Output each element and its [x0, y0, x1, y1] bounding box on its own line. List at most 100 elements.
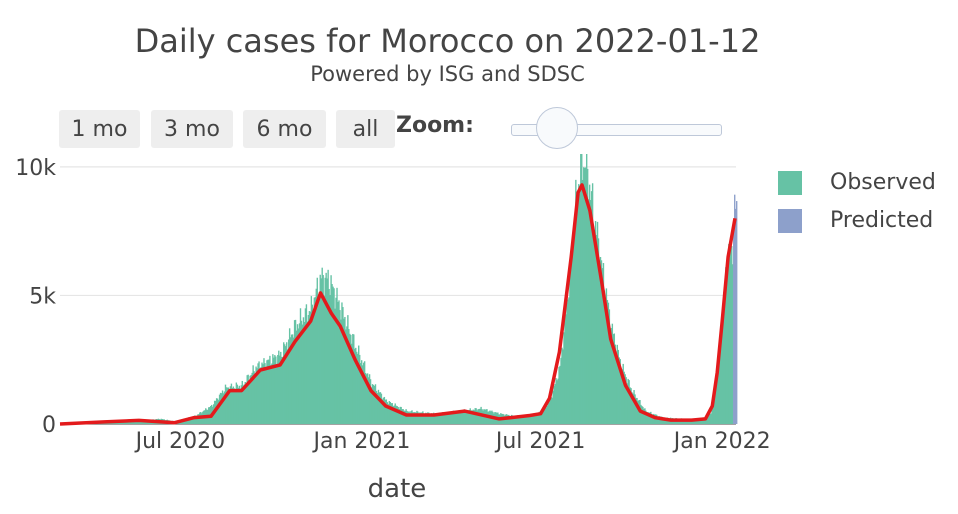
observed-bar [195, 416, 197, 424]
observed-bar [363, 361, 366, 424]
observed-bar [659, 416, 661, 424]
observed-bar [555, 378, 557, 424]
observed-bar [457, 410, 460, 424]
observed-bar [508, 414, 510, 424]
zoom-slider-handle[interactable] [536, 107, 578, 149]
observed-bar [133, 421, 135, 424]
observed-bar [428, 412, 430, 424]
observed-bar [438, 412, 441, 424]
observed-bar [144, 420, 147, 424]
observed-bar [302, 317, 305, 424]
observed-bar [380, 393, 383, 424]
observed-bar [223, 391, 226, 424]
observed-bar [617, 349, 619, 424]
observed-bar [527, 414, 530, 424]
observed-bar [87, 422, 90, 424]
observed-bar [601, 268, 604, 424]
observed-bar [519, 416, 522, 424]
observed-bar [243, 384, 245, 424]
observed-bar [568, 297, 570, 424]
observed-bar [117, 421, 119, 424]
observed-bar [678, 419, 681, 424]
observed-bar [349, 333, 351, 424]
observed-bar [684, 419, 687, 424]
range-button-6-months[interactable]: 6 mo [243, 110, 326, 148]
observed-bar [238, 385, 241, 424]
observed-bar [657, 416, 659, 424]
observed-bar [152, 419, 155, 424]
observed-bar [168, 420, 170, 424]
observed-bar [722, 304, 724, 424]
observed-bar [600, 260, 603, 424]
observed-bar [284, 344, 286, 424]
observed-bar [726, 277, 728, 424]
observed-bar [278, 350, 280, 424]
observed-bar [72, 423, 75, 424]
observed-bar [80, 423, 83, 424]
observed-bar [366, 373, 369, 424]
observed-bar [101, 422, 103, 424]
observed-bar [315, 288, 317, 424]
observed-bar [197, 414, 199, 424]
observed-bar [180, 419, 182, 424]
observed-bar [664, 417, 667, 424]
observed-bar [655, 414, 657, 424]
observed-bar [604, 300, 607, 424]
observed-bar [510, 416, 512, 424]
observed-bar [649, 412, 651, 424]
observed-bar [260, 367, 262, 424]
observed-bar [615, 353, 617, 424]
observed-bar [477, 409, 479, 424]
observed-bar [488, 411, 490, 424]
observed-bar [429, 414, 431, 424]
observed-bar [611, 323, 614, 424]
observed-bar [142, 420, 145, 424]
observed-bar [399, 406, 401, 424]
observed-bar [213, 400, 216, 424]
range-button-all[interactable]: all [336, 110, 395, 148]
observed-bar [509, 415, 511, 424]
observed-bar [322, 275, 324, 424]
observed-bar [676, 418, 679, 424]
observed-bar [295, 330, 298, 424]
observed-bar [410, 411, 412, 424]
observed-bar [450, 412, 453, 424]
observed-bar [331, 284, 333, 424]
observed-bar [503, 414, 505, 424]
observed-bar [407, 411, 409, 424]
observed-bar [635, 397, 637, 424]
observed-bar [572, 237, 574, 424]
observed-bar [76, 423, 79, 424]
observed-bar [192, 417, 194, 424]
observed-bar [401, 409, 403, 424]
legend-label-predicted[interactable]: Predicted [830, 208, 934, 233]
y-tick-label: 0 [42, 413, 56, 438]
observed-bar [396, 406, 398, 424]
range-button-3-months[interactable]: 3 mo [151, 110, 233, 148]
observed-bar [96, 422, 98, 424]
observed-bar [159, 419, 162, 424]
observed-bar [481, 409, 483, 424]
observed-bar [140, 420, 143, 424]
observed-bar [618, 357, 620, 424]
observed-bar [351, 343, 353, 424]
observed-bar [360, 360, 363, 424]
observed-bar [139, 420, 142, 424]
observed-bar [277, 354, 279, 424]
observed-bar [244, 382, 246, 424]
observed-bar [141, 420, 144, 424]
observed-bar [619, 359, 621, 424]
observed-bar [135, 421, 137, 424]
observed-bar [464, 409, 466, 424]
observed-bar [313, 297, 316, 424]
observed-bar [373, 385, 376, 424]
observed-bar [520, 416, 523, 424]
legend-label-observed[interactable]: Observed [830, 170, 936, 195]
range-button-1-month[interactable]: 1 mo [59, 110, 140, 148]
observed-bar [285, 342, 288, 424]
observed-bar [308, 311, 311, 424]
observed-bar [128, 421, 130, 424]
observed-bar [279, 355, 281, 424]
observed-bar [732, 264, 734, 424]
observed-bar [631, 392, 633, 424]
